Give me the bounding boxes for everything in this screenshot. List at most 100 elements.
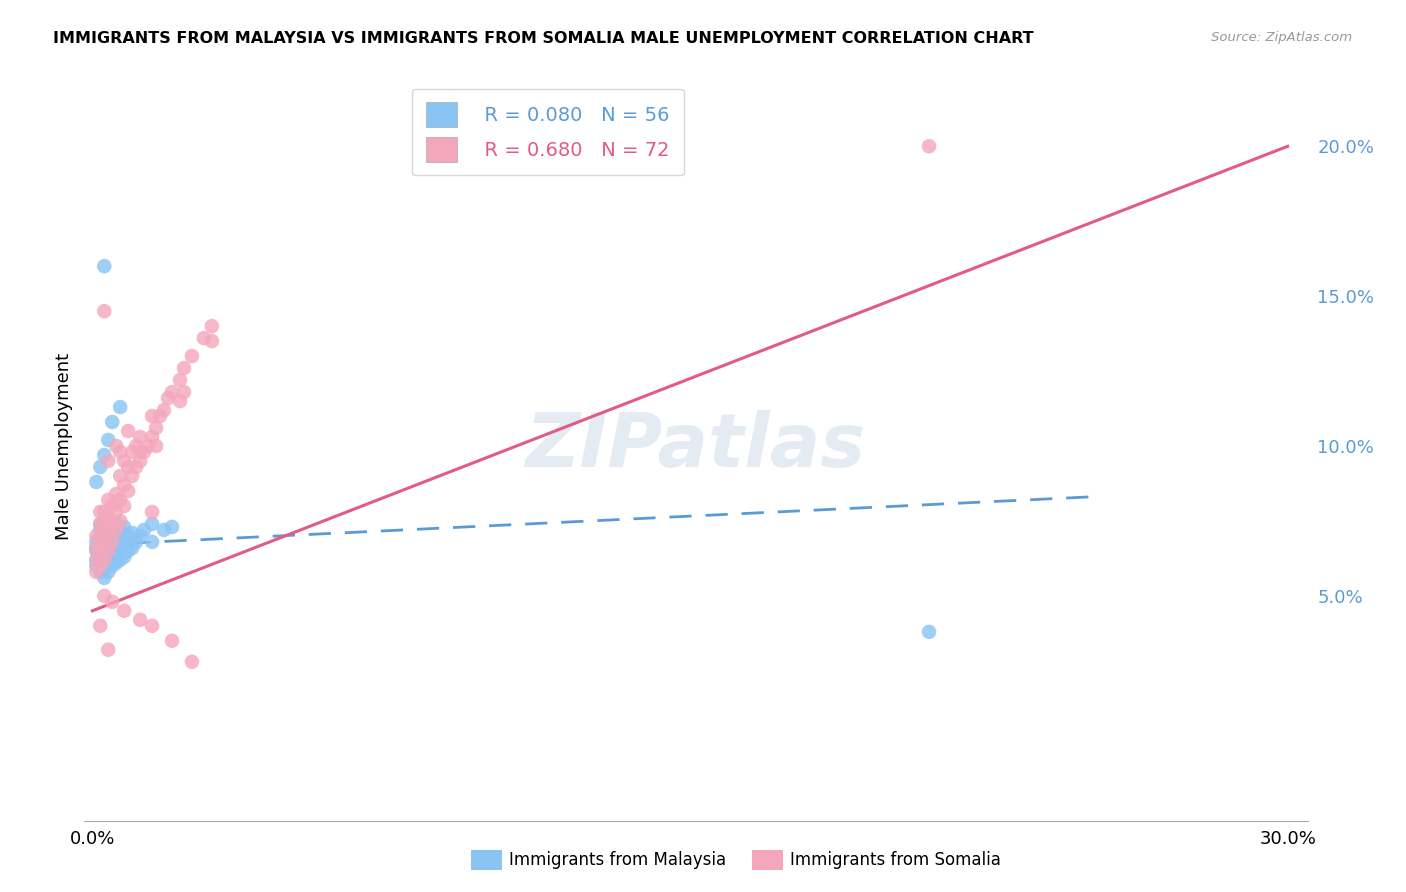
Point [125,460,148,475]
Point [93,520,115,534]
Point [112,478,135,492]
Point [105,505,128,519]
Point [89,544,111,558]
Point [117,460,139,475]
Point [110,469,132,483]
Point [105,523,128,537]
Point [105,439,128,453]
Text: Immigrants from Malaysia: Immigrants from Malaysia [509,851,725,869]
Point [101,523,124,537]
Point [97,544,120,558]
Point [89,516,111,531]
Point [97,523,120,537]
Point [86,544,108,558]
Point [86,541,108,555]
Point [173,385,195,400]
Point [97,642,120,657]
Point [93,549,115,564]
Point [86,535,108,549]
Point [93,558,115,573]
Point [93,514,115,528]
Point [93,535,115,549]
Point [153,523,176,537]
Point [918,139,941,153]
Point [93,541,115,555]
Point [93,448,115,462]
Point [153,403,176,417]
Point [89,523,111,537]
Point [129,445,152,459]
Point [173,361,195,376]
Text: Immigrants from Somalia: Immigrants from Somalia [790,851,1001,869]
Point [86,553,108,567]
Point [105,556,128,570]
Point [105,516,128,531]
Point [89,529,111,543]
Point [86,553,108,567]
Text: ZIPatlas: ZIPatlas [526,409,866,483]
Point [141,430,163,444]
Point [89,538,111,552]
Point [101,558,124,573]
Point [101,535,124,549]
Point [141,505,163,519]
Point [89,619,111,633]
Point [89,549,111,564]
Y-axis label: Male Unemployment: Male Unemployment [55,352,73,540]
Point [125,535,148,549]
Point [141,409,163,423]
Point [112,604,135,618]
Point [125,439,148,453]
Point [89,529,111,543]
Point [97,565,120,579]
Point [101,415,124,429]
Point [112,535,135,549]
Point [149,409,172,423]
Point [117,529,139,543]
Point [110,538,132,552]
Point [169,394,191,409]
Point [110,400,132,414]
Point [110,514,132,528]
Point [129,613,152,627]
Point [105,487,128,501]
Point [141,619,163,633]
Point [145,439,167,453]
Point [97,529,120,543]
Point [97,454,120,468]
Point [89,565,111,579]
Point [141,535,163,549]
Point [160,385,183,400]
Point [110,523,132,537]
Point [160,633,183,648]
Point [101,595,124,609]
Point [93,589,115,603]
Point [86,541,108,555]
Point [112,549,135,564]
Point [97,532,120,546]
Point [134,523,156,537]
Point [101,547,124,561]
Point [86,529,108,543]
Point [129,430,152,444]
Point [201,319,224,334]
Point [129,454,152,468]
Text: Source: ZipAtlas.com: Source: ZipAtlas.com [1212,31,1353,45]
Point [112,454,135,468]
Point [110,492,132,507]
Point [117,544,139,558]
Point [93,505,115,519]
Point [89,516,111,531]
Point [117,483,139,498]
Point [93,523,115,537]
Point [97,492,120,507]
Point [157,391,180,405]
Point [101,535,124,549]
Point [169,373,191,387]
Point [136,439,159,453]
Text: IMMIGRANTS FROM MALAYSIA VS IMMIGRANTS FROM SOMALIA MALE UNEMPLOYMENT CORRELATIO: IMMIGRANTS FROM MALAYSIA VS IMMIGRANTS F… [53,31,1033,46]
Point [121,541,143,555]
Point [93,304,115,318]
Point [918,624,941,639]
Point [181,349,204,363]
